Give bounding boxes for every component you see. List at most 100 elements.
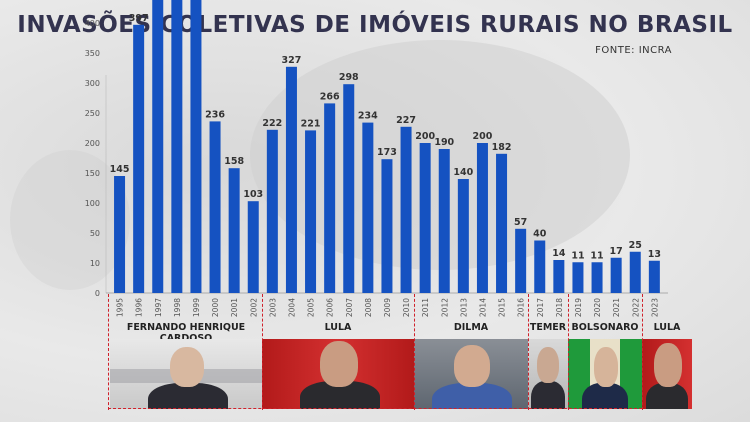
value-label-2017: 40 [533,229,547,240]
bar-2021 [610,257,622,293]
value-label-2002: 103 [243,189,263,200]
value-label-2018: 14 [552,248,566,259]
bolsonaro-photo [568,339,642,409]
x-tick-label-2008: 2008 [364,298,373,317]
term-divider [414,294,415,410]
x-tick-label-2014: 2014 [478,298,487,317]
y-tick-label: 0 [95,289,100,298]
value-label-2010: 227 [396,115,416,126]
x-tick-label-2015: 2015 [498,298,507,317]
bar-1995 [114,176,126,293]
x-tick-label-2017: 2017 [536,298,545,317]
bar-1996 [133,24,145,294]
value-label-2003: 222 [262,118,282,129]
bar-2015 [496,153,508,293]
value-label-2014: 200 [473,131,493,142]
bar-2012 [438,149,450,293]
x-tick-label-2000: 2000 [211,298,220,317]
bar-2001 [228,168,240,293]
value-label-2016: 57 [514,217,527,228]
term-divider [528,294,529,410]
x-tick-label-2005: 2005 [307,298,316,317]
x-tick-label-2004: 2004 [287,298,296,317]
term-divider [262,294,263,410]
value-label-2000: 236 [205,109,225,120]
x-tick-label-2012: 2012 [440,298,449,317]
president-name-temer: TEMER [529,322,567,333]
y-tick-label: 200 [85,139,100,148]
temer-photo [528,339,568,409]
x-tick-label-2009: 2009 [383,298,392,317]
x-tick-label-2016: 2016 [517,298,526,317]
bar-2002 [247,201,259,293]
term-divider [108,294,109,410]
value-label-2004: 327 [282,55,302,66]
value-label-1995: 145 [110,164,130,175]
x-tick-label-1997: 1997 [154,298,163,317]
x-tick-label-1998: 1998 [173,298,182,317]
x-tick-label-2007: 2007 [345,298,354,317]
dilma-photo [414,339,528,409]
bar-chart: 01050100150200250300350400450500 1453974… [85,0,668,317]
y-tick-label: 100 [85,199,100,208]
x-tick-label-2001: 2001 [230,298,239,317]
bar-2023 [648,260,660,293]
value-label-2020: 11 [590,250,603,261]
bar-2003 [266,129,278,293]
value-label-2011: 200 [415,131,435,142]
lula-2023-photo [642,339,692,409]
y-tick-label: 150 [85,169,100,178]
bar-2017 [534,240,546,293]
x-tick-label-1995: 1995 [116,298,125,317]
value-label-2009: 173 [377,147,397,158]
value-label-2021: 17 [610,246,623,257]
term-divider [642,294,643,410]
bar-2013 [457,179,469,293]
value-label-2005: 221 [301,118,321,129]
y-tick-label: 50 [90,229,100,238]
president-name-lula: LULA [324,322,352,333]
president-name-bolsonaro: BOLSONARO [571,322,639,333]
value-label-2007: 298 [339,72,359,83]
bar-2011 [419,143,431,293]
fhc-photo [110,339,262,409]
bar-2006 [324,103,336,294]
y-tick-label: 10 [90,259,100,268]
y-tick-label: 350 [85,49,100,58]
bar-1997 [152,0,164,293]
x-tick-label-2010: 2010 [402,298,411,317]
bar-2008 [362,122,374,293]
bar-2000 [209,121,221,294]
president-name-dilma: DILMA [453,322,489,333]
term-divider [568,294,569,410]
value-label-2023: 13 [648,249,661,260]
map-silhouette-secondary [10,150,130,290]
bar-2016 [515,228,527,293]
bar-2014 [476,143,488,293]
y-tick-label: 400 [85,19,100,28]
x-tick-label-2022: 2022 [631,298,640,317]
president-name-lula-2023: LULA [653,322,681,333]
x-tick-label-2020: 2020 [593,298,602,317]
bar-2007 [343,84,355,293]
president-name-fhc: FERNANDO HENRIQUE CARDOSO [126,322,246,344]
bar-2009 [381,159,393,293]
x-tick-label-2021: 2021 [612,298,621,317]
x-tick-label-2002: 2002 [249,298,258,317]
bar-2019 [572,262,584,293]
bar-2020 [591,262,603,293]
x-tick-label-2003: 2003 [268,298,277,317]
bar-2004 [285,66,297,293]
value-label-2012: 190 [434,137,454,148]
x-tick-label-2023: 2023 [650,298,659,317]
value-label-2008: 234 [358,111,378,122]
value-label-1996: 397 [129,13,149,24]
y-tick-label: 300 [85,79,100,88]
bottom-divider [108,408,642,409]
x-tick-label-2006: 2006 [326,298,335,317]
x-tick-label-2013: 2013 [459,298,468,317]
bars [114,0,660,294]
value-label-2015: 182 [492,142,512,153]
x-tick-label-1996: 1996 [135,298,144,317]
value-label-2022: 25 [629,240,642,251]
